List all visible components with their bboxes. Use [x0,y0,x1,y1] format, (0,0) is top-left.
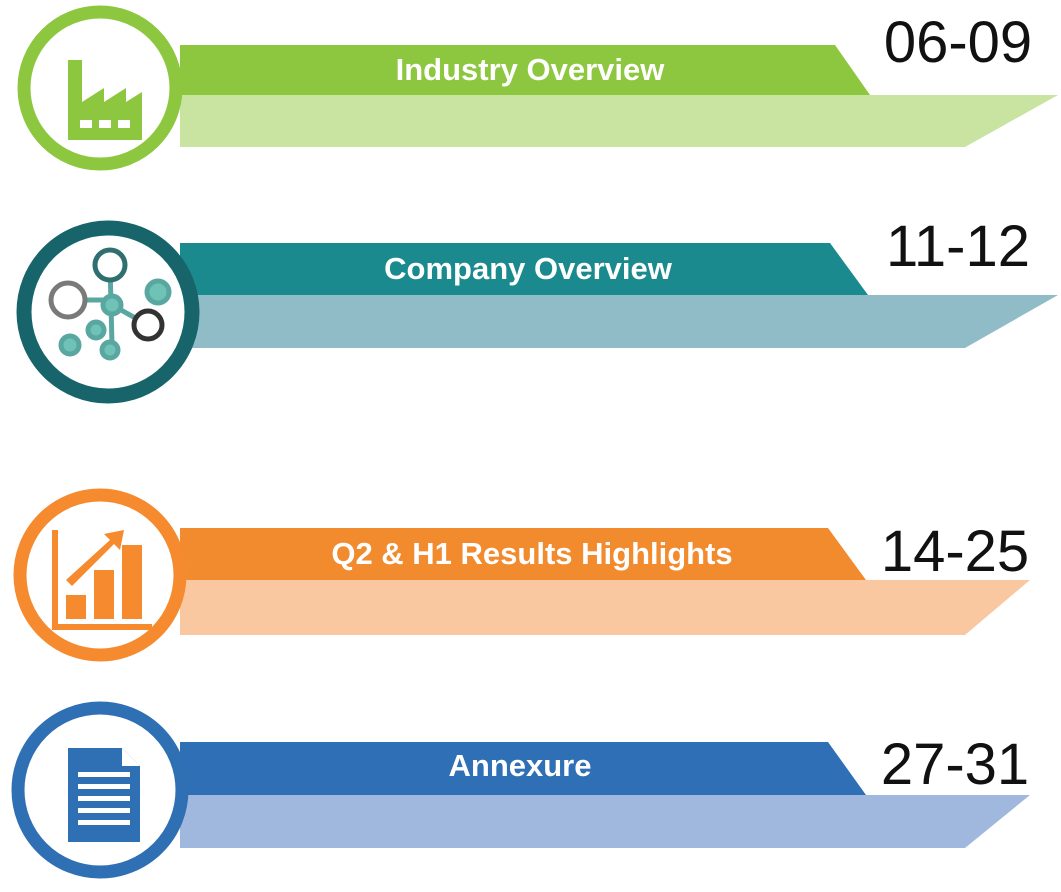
page-range: 06-09 [884,10,1032,75]
factory-icon [68,60,142,140]
banner-lower [180,95,1058,147]
section-row: Q2 & H1 Results Highlights 14-25 [13,488,1030,662]
banner-lower [180,795,1030,848]
page-range: 11-12 [886,214,1030,279]
document-icon [68,748,140,842]
section-title: Q2 & H1 Results Highlights [331,536,732,571]
chart-icon [52,530,152,630]
section-title: Industry Overview [396,52,666,87]
page-range: 14-25 [881,519,1029,584]
banner-upper [180,45,870,95]
gears-icon [48,247,172,361]
banner-lower [180,580,1030,635]
section-row: Annexure 27-31 [11,701,1030,879]
banner-upper [180,528,866,580]
banner-lower [180,295,1058,348]
section-row: Company Overview 11-12 [16,214,1058,404]
section-row: Industry Overview 06-09 [17,5,1058,171]
section-title: Annexure [449,748,592,783]
page-range: 27-31 [881,732,1029,797]
banner-upper [180,243,868,295]
section-title: Company Overview [384,251,673,286]
banner-upper [180,742,866,795]
icon-ring [17,5,183,171]
